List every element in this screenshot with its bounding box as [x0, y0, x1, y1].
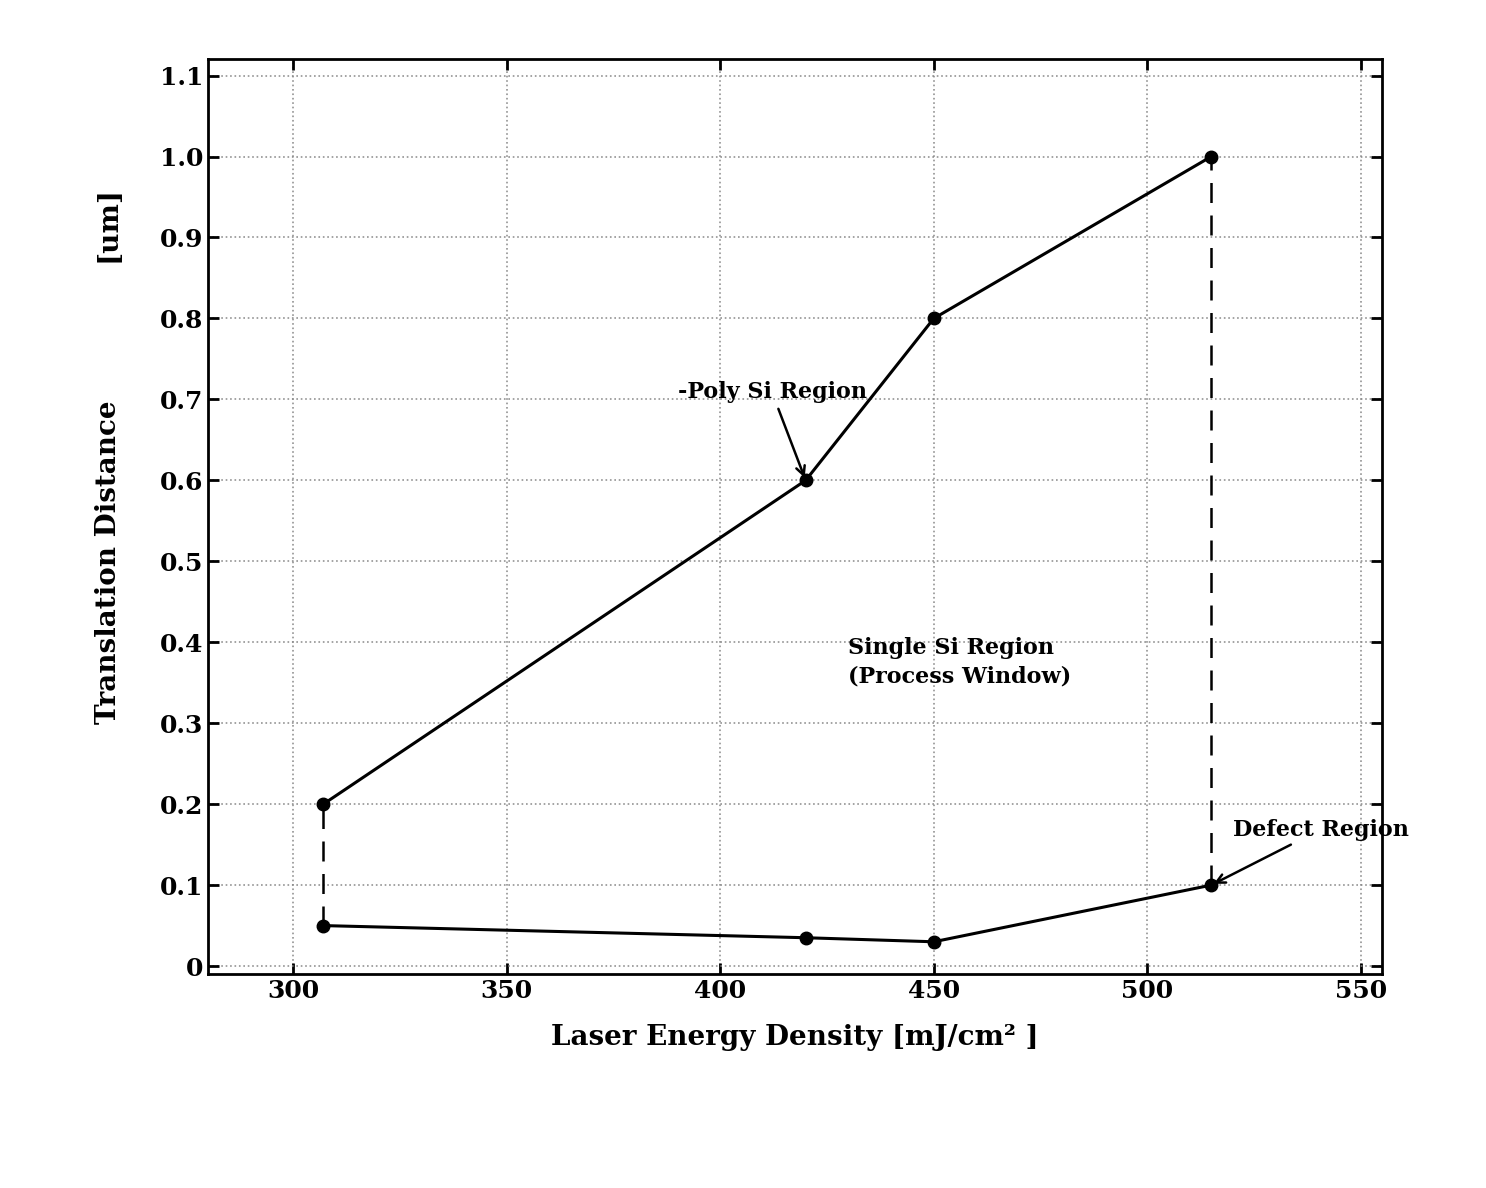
Text: Translation Distance: Translation Distance	[95, 400, 122, 725]
Text: -Poly Si Region: -Poly Si Region	[678, 381, 866, 475]
Text: [um]: [um]	[95, 187, 122, 263]
X-axis label: Laser Energy Density [mJ/cm² ]: Laser Energy Density [mJ/cm² ]	[551, 1024, 1039, 1051]
Text: Single Si Region
(Process Window): Single Si Region (Process Window)	[849, 637, 1071, 688]
Text: Defect Region: Defect Region	[1216, 819, 1409, 883]
